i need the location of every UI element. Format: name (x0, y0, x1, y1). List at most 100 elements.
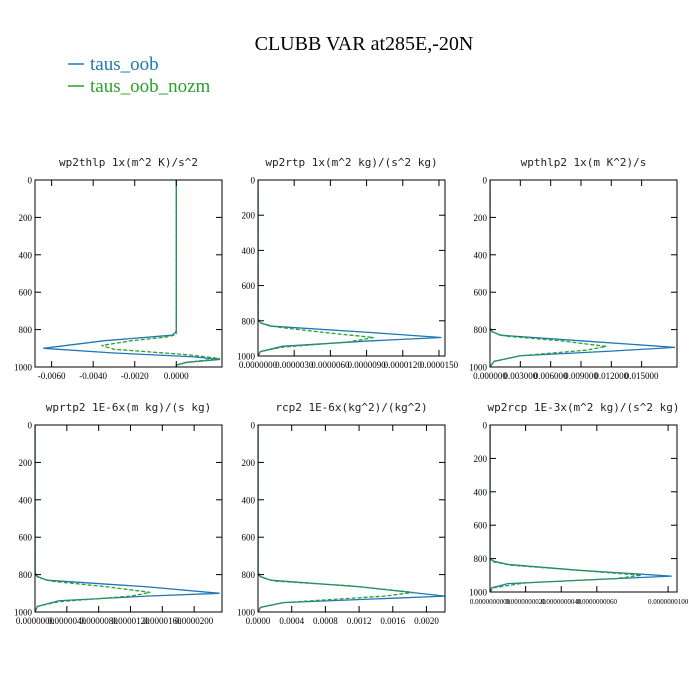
panel-title: rcp2 1E-6x(kg^2)/(kg^2) (275, 401, 427, 414)
x-tick-label: -0.0060 (38, 371, 66, 381)
legend-entry-label: taus_oob (90, 54, 159, 75)
series-line-taus_oob_nozm (258, 425, 414, 612)
y-tick-label: 400 (19, 495, 33, 505)
plot-frame (257, 179, 446, 357)
x-tick-label: 0.0016 (380, 616, 405, 626)
y-tick-label: 800 (474, 325, 488, 335)
y-tick-label: 1000 (237, 352, 256, 362)
panel-title: wprtp2 1E-6x(m kg)/(s kg) (46, 401, 212, 414)
y-tick-label: 400 (242, 246, 256, 256)
x-tick-label: 0.0000000100 (648, 598, 689, 606)
chart-panel-4: wprtp2 1E-6x(m kg)/(s kg) 0 200 400 600 800 10… (14, 401, 223, 626)
y-tick-label: 600 (19, 533, 33, 543)
chart-panel-2: wp2rtp 1x(m^2 kg)/(s^2 kg) 0 200 400 600 800 1… (237, 156, 459, 370)
series-line-taus_oob (490, 180, 676, 367)
x-tick-label: 0.009000 (564, 371, 598, 381)
x-tick-label: 0.0008 (313, 616, 338, 626)
y-tick-label: 0 (28, 176, 33, 186)
x-tick-label: -0.0020 (121, 371, 149, 381)
y-tick-label: 600 (242, 281, 256, 291)
y-tick-label: 800 (242, 570, 256, 580)
x-tick-label: 0.0000090 (347, 360, 386, 370)
x-tick-label: 0.006000 (534, 371, 568, 381)
y-tick-label: 1000 (469, 363, 488, 373)
y-tick-label: 800 (242, 316, 256, 326)
x-tick-label: 0.000000 (473, 371, 507, 381)
plot-frame (34, 179, 223, 368)
plot-frame (34, 424, 223, 613)
y-tick-label: 1000 (469, 588, 488, 598)
y-tick-label: 600 (474, 521, 488, 531)
series-line-taus_oob (490, 425, 672, 592)
y-tick-label: 0 (28, 421, 33, 431)
x-tick-label: 0.0000000060 (577, 598, 618, 606)
y-tick-label: 400 (242, 495, 256, 505)
y-tick-label: 400 (474, 250, 488, 260)
series-line-taus_oob_nozm (101, 180, 220, 367)
y-tick-label: 800 (19, 570, 33, 580)
x-tick-label: 0.0000000000 (470, 598, 511, 606)
series-line-taus_oob (35, 425, 220, 612)
y-tick-label: 600 (474, 288, 488, 298)
y-tick-label: 800 (19, 325, 33, 335)
y-tick-label: 200 (474, 454, 488, 464)
x-tick-label: 0.012000 (594, 371, 628, 381)
chart-panel-3: wpthlp2 1x(m K^2)/s020040060080010000.00… (469, 156, 678, 381)
y-tick-label: 200 (474, 213, 488, 223)
panel-title: wp2thlp 1x(m^2 K)/s^2 (59, 156, 198, 169)
y-tick-label: 1000 (237, 608, 256, 618)
x-tick-label: 0.0000030 (275, 360, 314, 370)
x-tick-label: 0.0004 (279, 616, 304, 626)
series-line-taus_oob (43, 180, 220, 367)
x-tick-label: 0.0020 (414, 616, 439, 626)
legend-entry-label: taus_oob_nozm (90, 76, 211, 97)
x-tick-label: 0.0000000040 (541, 598, 582, 606)
y-tick-label: 0 (251, 176, 256, 186)
x-tick-label: 0.0000080 (80, 616, 119, 626)
x-tick-label: 0.003000 (503, 371, 537, 381)
x-tick-label: 0.0000000 (16, 616, 55, 626)
x-tick-label: 0.015000 (625, 371, 659, 381)
y-tick-label: 0 (483, 176, 488, 186)
series-line-taus_oob_nozm (490, 425, 642, 592)
chart-panel-6: wp2rcp 1E-3x(m^2 kg)/(s^2 kg) 0 200 400 600 8… (469, 401, 689, 606)
x-tick-label: 0.0000160 (143, 616, 182, 626)
series-line-taus_oob (258, 425, 445, 612)
plot-frame (257, 424, 446, 613)
y-tick-label: 200 (19, 213, 33, 223)
y-tick-label: 400 (474, 487, 488, 497)
y-tick-label: 200 (19, 458, 33, 468)
x-tick-label: 0.0012 (347, 616, 372, 626)
chart-panel-1: wp2thlp 1x(m^2 K)/s^2 0 200 400 600 800 1000 -0… (14, 156, 223, 381)
y-tick-label: 800 (474, 554, 488, 564)
figure-title: CLUBB VAR at285E,-20N (255, 33, 474, 55)
x-tick-label: 0.0000000 (239, 360, 278, 370)
y-tick-label: 600 (19, 288, 33, 298)
x-tick-label: 0.0000150 (420, 360, 459, 370)
x-tick-label: 0.0000120 (111, 616, 150, 626)
y-tick-label: 1000 (14, 608, 33, 618)
x-tick-label: -0.0040 (79, 371, 107, 381)
x-tick-label: 0.0000120 (384, 360, 423, 370)
y-tick-label: 1000 (14, 363, 33, 373)
chart-panels: wp2thlp 1x(m^2 K)/s^2 0 200 400 600 800 1000 -0… (14, 156, 689, 626)
y-tick-label: 400 (19, 250, 33, 260)
y-tick-label: 0 (483, 421, 488, 431)
y-tick-label: 200 (242, 211, 256, 221)
series-line-taus_oob (258, 180, 442, 356)
series-line-taus_oob_nozm (490, 180, 607, 367)
x-tick-label: 0.0000060 (311, 360, 350, 370)
panel-title: wpthlp2 1x(m K^2)/s (521, 156, 647, 169)
x-tick-label: 0.0000000020 (505, 598, 546, 606)
plot-frame (489, 179, 678, 368)
x-tick-label: 0.0000 (246, 616, 271, 626)
x-tick-label: 0.0000200 (175, 616, 214, 626)
series-line-taus_oob_nozm (258, 180, 374, 356)
y-tick-label: 600 (242, 533, 256, 543)
y-tick-label: 0 (251, 421, 256, 431)
plot-frame (489, 424, 678, 593)
panel-title: wp2rcp 1E-3x(m^2 kg)/(s^2 kg) (487, 401, 679, 414)
series-line-taus_oob_nozm (35, 425, 151, 612)
